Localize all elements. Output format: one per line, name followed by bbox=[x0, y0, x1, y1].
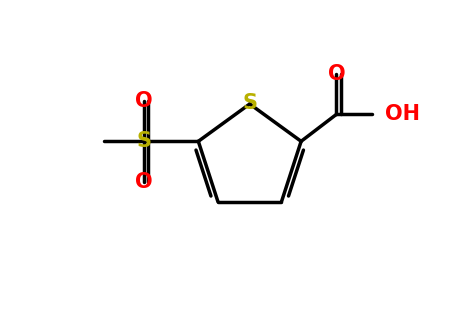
Text: OH: OH bbox=[385, 104, 420, 124]
Text: O: O bbox=[135, 91, 153, 111]
Text: O: O bbox=[135, 172, 153, 192]
Text: S: S bbox=[137, 131, 152, 151]
Text: O: O bbox=[328, 64, 345, 84]
Text: S: S bbox=[242, 93, 257, 113]
